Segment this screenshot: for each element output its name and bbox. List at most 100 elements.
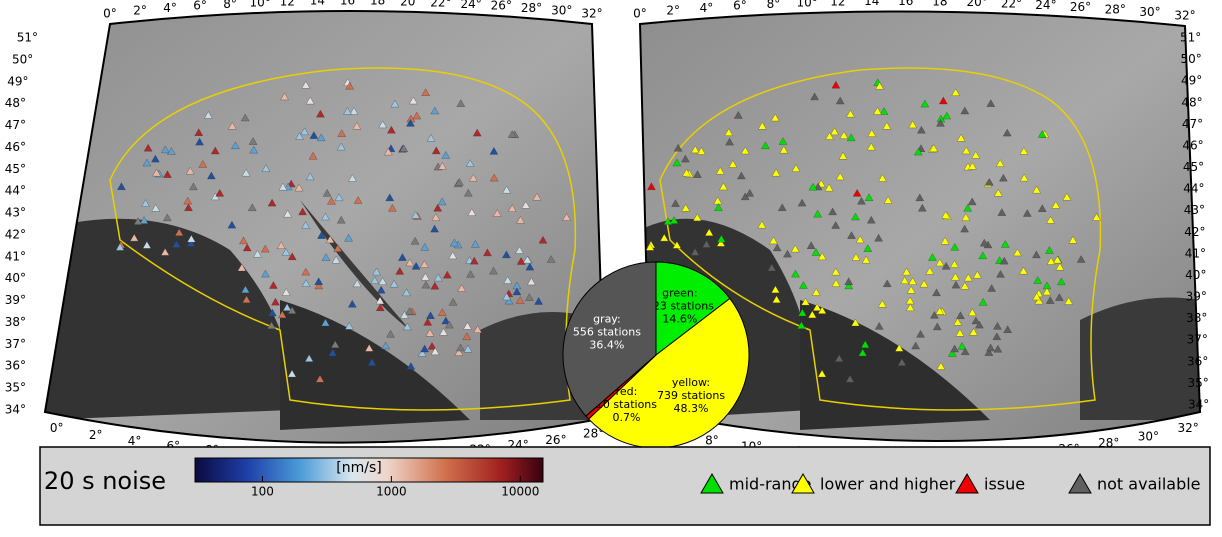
lat-label: 49°	[1181, 74, 1202, 88]
colorbar-unit: [nm/s]	[336, 460, 381, 476]
legend-title: 20 s noise	[44, 467, 166, 495]
lat-label: 37°	[5, 337, 26, 351]
lon-label: 8°	[705, 434, 719, 448]
slice-count: 556 stations	[573, 326, 641, 339]
lon-label: 16°	[898, 0, 919, 8]
lat-label: 35°	[5, 381, 26, 395]
lon-label: 14°	[310, 0, 331, 8]
colorbar-tick-label: 10000	[501, 485, 539, 499]
lon-label: 2°	[666, 3, 680, 17]
lon-label: 24°	[1035, 0, 1056, 12]
pie-chart: green:223 stations14.6%yellow:739 statio…	[563, 262, 749, 448]
lon-label: 32°	[1174, 9, 1195, 23]
lat-label: 48°	[1181, 95, 1202, 109]
lat-label: 36°	[1187, 354, 1208, 368]
lon-label: 32°	[581, 7, 602, 21]
legend-label: issue	[984, 475, 1025, 494]
lon-label: 0°	[103, 7, 117, 21]
lat-label: 47°	[5, 118, 26, 132]
lat-label: 48°	[5, 96, 26, 110]
colorbar-tick-label: 100	[251, 485, 274, 499]
lon-label: 20°	[400, 0, 421, 8]
lat-label: 47°	[1182, 117, 1203, 131]
lon-label: 14°	[864, 0, 885, 8]
lat-label: 44°	[1183, 182, 1204, 196]
lon-label: 16°	[340, 0, 361, 8]
lat-label: 36°	[5, 359, 26, 373]
lon-label: 26°	[491, 0, 512, 13]
lat-label: 49°	[7, 74, 28, 88]
lat-label: 51°	[1180, 31, 1201, 45]
lon-label: 2°	[133, 3, 147, 17]
lon-label: 12°	[830, 0, 851, 9]
lon-label: 22°	[430, 0, 451, 9]
slice-name: gray:	[593, 313, 621, 326]
slice-count: 10 stations	[596, 398, 657, 411]
lon-label: 26°	[1070, 0, 1091, 14]
lat-label: 50°	[1180, 52, 1201, 66]
lon-label: 22°	[1001, 0, 1022, 10]
lon-label: 28°	[1105, 2, 1126, 16]
lat-label: 38°	[1186, 311, 1207, 325]
lon-label: 6°	[733, 0, 747, 13]
lat-label: 41°	[5, 249, 26, 263]
lat-label: 40°	[5, 271, 26, 285]
lat-label: 34°	[1188, 398, 1209, 412]
lat-label: 39°	[1186, 290, 1207, 304]
lon-label: 18°	[370, 0, 391, 8]
lon-label: 4°	[128, 434, 142, 448]
slice-count: 739 stations	[657, 389, 725, 402]
slice-percent: 48.3%	[674, 402, 709, 415]
lon-label: 0°	[50, 421, 64, 435]
lat-label: 43°	[5, 206, 26, 220]
slice-name: green:	[662, 287, 697, 300]
lon-label: 32°	[1177, 421, 1198, 435]
lat-label: 46°	[1182, 138, 1203, 152]
lon-label: 4°	[163, 1, 177, 15]
lat-label: 41°	[1185, 246, 1206, 260]
lon-label: 18°	[932, 0, 953, 8]
lat-label: 34°	[5, 403, 26, 417]
lon-label: 10°	[250, 0, 271, 9]
lat-label: 35°	[1188, 376, 1209, 390]
lat-label: 42°	[1184, 225, 1205, 239]
lon-label: 24°	[460, 0, 481, 11]
lat-label: 51°	[17, 31, 38, 45]
lat-label: 39°	[5, 293, 26, 307]
lat-label: 44°	[5, 184, 26, 198]
lon-label: 26°	[545, 433, 566, 447]
lon-label: 20°	[966, 0, 987, 9]
lon-label: 12°	[280, 0, 301, 8]
sea	[1080, 298, 1200, 421]
lon-label: 6°	[193, 0, 207, 13]
slice-percent: 14.6%	[662, 313, 697, 326]
lon-label: 8°	[223, 0, 237, 11]
map-left	[0, 0, 620, 480]
lat-label: 38°	[5, 315, 26, 329]
lat-label: 40°	[1185, 268, 1206, 282]
lon-label: 8°	[767, 0, 781, 11]
lon-label: 4°	[700, 1, 714, 15]
lon-label: 0°	[633, 7, 647, 21]
lon-label: 30°	[1139, 5, 1160, 19]
lat-label: 45°	[1183, 160, 1204, 174]
lon-label: 30°	[551, 3, 572, 17]
colorbar-tick-label: 1000	[376, 485, 407, 499]
lat-label: 50°	[12, 52, 33, 66]
slice-percent: 0.7%	[612, 411, 640, 424]
lat-label: 37°	[1187, 333, 1208, 347]
lon-label: 2°	[89, 428, 103, 442]
lat-label: 43°	[1184, 203, 1205, 217]
figure: 0° 2° 4° 6° 8° 10° 12° 14° 16° 18° 20° 22° 24° 26° 28°…	[0, 0, 1222, 533]
legend-label: lower and higher	[820, 475, 956, 494]
lon-label: 28°	[521, 1, 542, 15]
lat-label: 42°	[5, 227, 26, 241]
lon-label: 10°	[796, 0, 817, 10]
slice-percent: 36.4%	[589, 339, 624, 352]
slice-name: yellow:	[672, 376, 710, 389]
lon-label: 30°	[1138, 429, 1159, 443]
lat-label: 45°	[5, 162, 26, 176]
lat-label: 46°	[5, 140, 26, 154]
legend-label: not available	[1097, 475, 1201, 494]
legend: mid-rangelower and higherissuenot availa…	[701, 474, 1201, 494]
